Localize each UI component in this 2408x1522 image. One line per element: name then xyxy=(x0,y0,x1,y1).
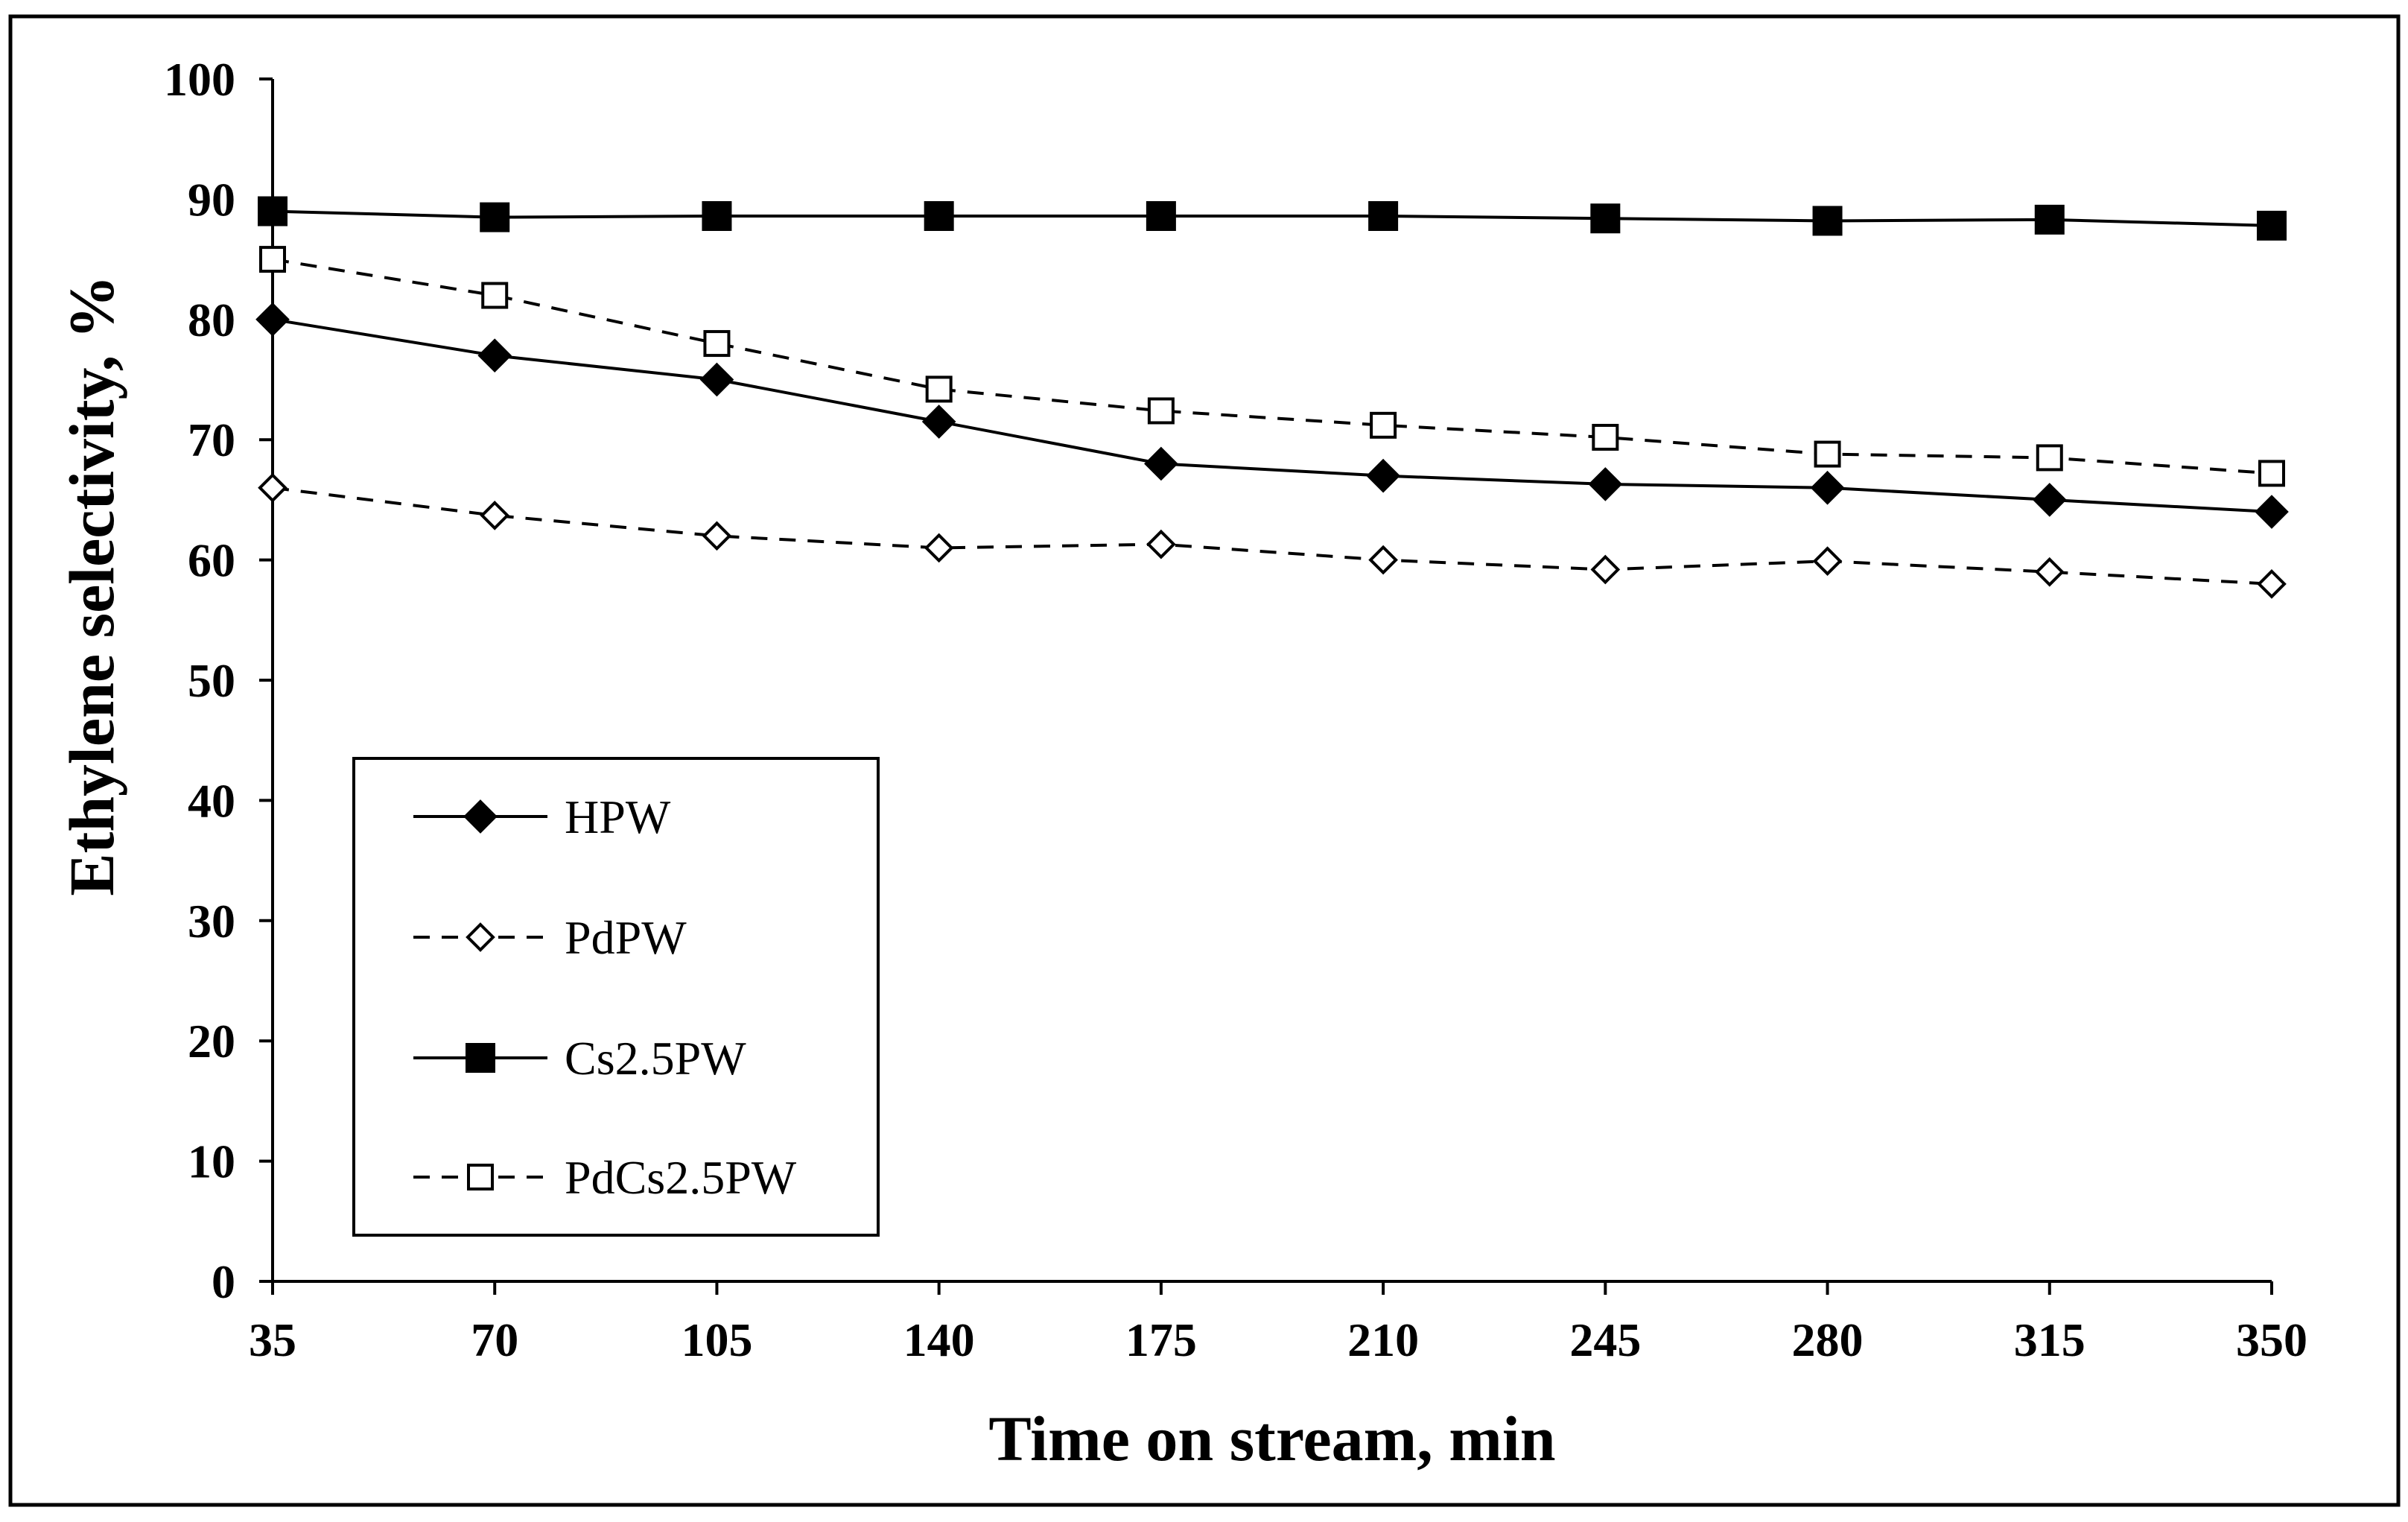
x-tick-label: 140 xyxy=(903,1313,975,1366)
data-point xyxy=(477,338,512,373)
data-point xyxy=(480,202,510,232)
data-point xyxy=(258,196,288,226)
data-point xyxy=(1814,440,1841,468)
data-point xyxy=(924,200,954,231)
series-line xyxy=(272,486,2272,586)
y-tick-label: 30 xyxy=(188,895,235,948)
data-point xyxy=(699,362,734,397)
data-point xyxy=(2034,204,2065,235)
data-point xyxy=(1588,467,1623,501)
data-point xyxy=(702,200,732,231)
legend-marker xyxy=(463,799,498,834)
series-line xyxy=(272,258,2272,475)
data-point xyxy=(925,375,953,403)
data-point xyxy=(2257,569,2287,599)
legend-marker xyxy=(466,922,495,952)
axes: 0 10 20 30 40 50 60 70 80 90 100 35 70 105 140 175 210 24… xyxy=(164,53,2307,1366)
data-point xyxy=(1368,545,1398,575)
x-tick-label: 280 xyxy=(1792,1313,1864,1366)
series-hpw xyxy=(255,302,2289,529)
data-point xyxy=(702,521,732,551)
y-tick-label: 90 xyxy=(188,173,235,226)
data-point xyxy=(2258,460,2285,487)
data-point xyxy=(703,330,731,358)
x-tick-label: 210 xyxy=(1347,1313,1419,1366)
legend-label: Cs2.5PW xyxy=(565,1032,746,1085)
y-tick-label: 50 xyxy=(188,654,235,707)
series-line xyxy=(272,209,2272,227)
data-point xyxy=(1812,206,1843,236)
data-point xyxy=(1370,411,1397,439)
y-tick-label: 60 xyxy=(188,534,235,587)
x-tick-label: 35 xyxy=(249,1313,296,1366)
data-point xyxy=(1590,554,1621,585)
y-tick-label: 100 xyxy=(164,53,235,106)
series-pdcs2-5pw xyxy=(259,246,2285,487)
data-point xyxy=(2257,210,2287,241)
data-point xyxy=(255,302,290,337)
data-point xyxy=(1592,423,1619,451)
legend-entry: PdPW xyxy=(413,911,687,964)
series-line xyxy=(272,317,2272,514)
legend-entry: Cs2.5PW xyxy=(413,1032,746,1085)
y-tick-label: 80 xyxy=(188,294,235,346)
data-point xyxy=(2034,557,2065,587)
data-point xyxy=(1810,470,1845,505)
y-tick-label: 40 xyxy=(188,774,235,827)
data-point xyxy=(1147,397,1175,425)
y-tick-label: 0 xyxy=(212,1255,235,1308)
legend-marker xyxy=(466,1043,495,1073)
data-point xyxy=(1146,529,1176,559)
data-point xyxy=(2255,495,2289,529)
legend-label: PdPW xyxy=(565,911,687,964)
series-cs2-5pw xyxy=(258,196,2287,241)
series-layer xyxy=(255,196,2289,599)
y-tick-label: 10 xyxy=(188,1135,235,1188)
legend: HPW PdPW Cs2.5PW PdCs2.5PW xyxy=(352,757,880,1237)
y-axis-title: Ethylene selectivity, % xyxy=(56,275,127,896)
y-tick-label: 20 xyxy=(188,1015,235,1068)
data-point xyxy=(1812,546,1843,577)
data-point xyxy=(924,533,954,563)
data-point xyxy=(1590,203,1621,234)
data-point xyxy=(480,501,510,530)
data-point xyxy=(259,246,286,273)
series-pdpw xyxy=(258,472,2287,599)
y-tick-label: 70 xyxy=(188,413,235,466)
data-point xyxy=(258,472,288,503)
data-point xyxy=(1146,200,1176,231)
legend-label: PdCs2.5PW xyxy=(565,1151,797,1204)
x-tick-label: 315 xyxy=(2014,1313,2085,1366)
legend-entry: PdCs2.5PW xyxy=(413,1151,797,1204)
x-axis-title: Time on stream, min xyxy=(988,1403,1555,1474)
legend-label: HPW xyxy=(565,790,671,843)
legend-entry: HPW xyxy=(413,790,671,843)
data-point xyxy=(2036,444,2063,472)
data-point xyxy=(1144,446,1178,481)
x-tick-label: 175 xyxy=(1125,1313,1197,1366)
data-point xyxy=(2032,483,2067,517)
legend-marker xyxy=(467,1164,494,1190)
data-point xyxy=(1366,458,1400,493)
data-point xyxy=(1368,200,1399,231)
x-tick-label: 70 xyxy=(471,1313,518,1366)
data-point xyxy=(921,405,956,439)
x-tick-label: 350 xyxy=(2236,1313,2307,1366)
x-tick-label: 245 xyxy=(1569,1313,1641,1366)
data-point xyxy=(481,282,509,309)
legend-box xyxy=(352,757,880,1237)
x-tick-label: 105 xyxy=(681,1313,752,1366)
